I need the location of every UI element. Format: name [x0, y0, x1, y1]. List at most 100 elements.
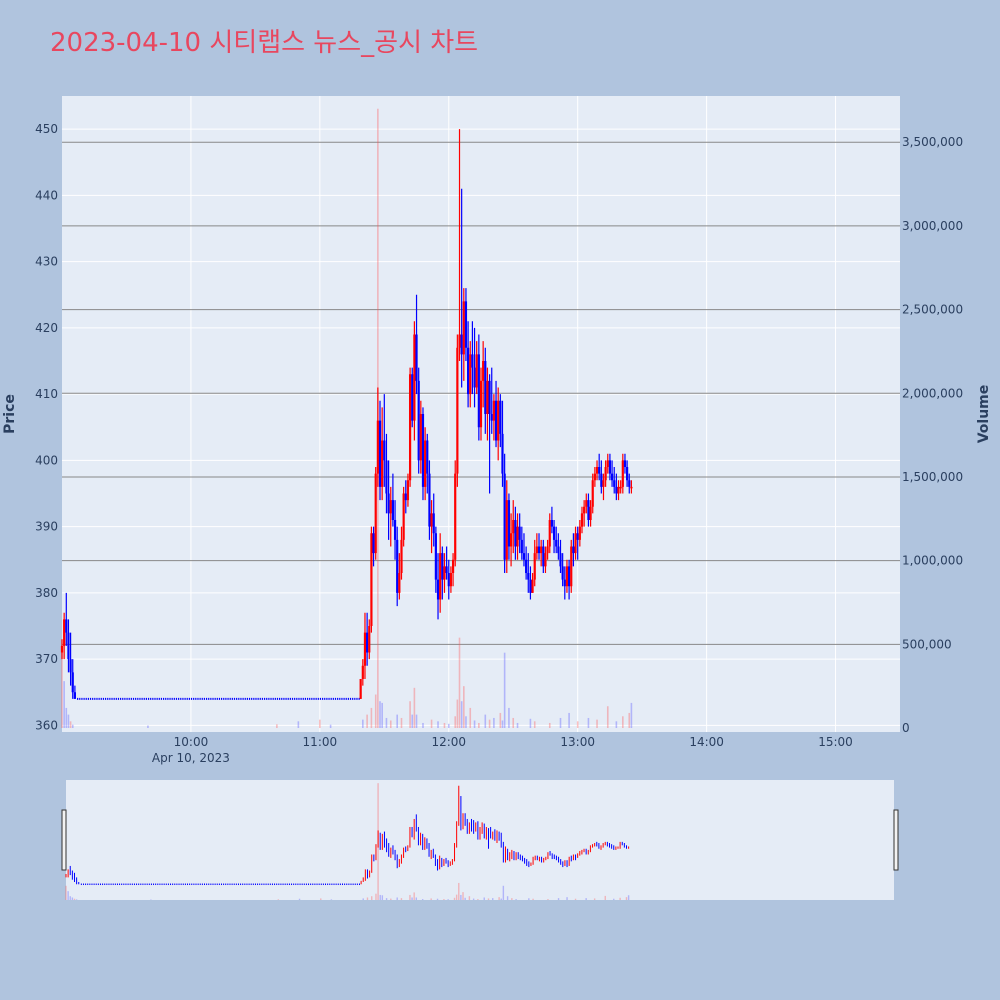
slider-volume-bar: [366, 897, 369, 900]
slider-volume-bar: [371, 896, 373, 900]
candle-body: [529, 579, 532, 593]
candle-body: [406, 480, 410, 501]
price-tick-label: 440: [35, 188, 58, 202]
volume-bar: [381, 702, 383, 728]
candle-body: [531, 579, 534, 593]
candle-body: [557, 546, 560, 554]
candle-body: [509, 533, 513, 547]
candle-body: [432, 513, 435, 534]
candle-body: [469, 354, 472, 395]
slider-handle[interactable]: [893, 809, 899, 871]
volume-bar: [630, 702, 633, 728]
candle-body: [621, 460, 624, 487]
candle-body: [486, 380, 489, 414]
candle-body: [67, 632, 70, 660]
candle-body: [559, 553, 562, 567]
candle-body: [370, 533, 373, 626]
slider-volume-bar: [625, 897, 628, 900]
candle-body: [591, 480, 594, 507]
time-tick-label: 11:00: [303, 735, 338, 749]
candle-body: [600, 473, 603, 487]
chart-title: 2023-04-10 시티랩스 뉴스_공시 차트: [50, 28, 479, 58]
candle-body: [439, 553, 442, 600]
volume-tick-label: 3,500,000: [902, 135, 963, 149]
candle-body: [451, 559, 455, 573]
volume-tick-label: 0: [902, 721, 910, 735]
slider-volume-bar: [375, 893, 377, 900]
candle-body: [71, 672, 74, 693]
candle-body: [563, 579, 566, 587]
volume-bar: [411, 714, 414, 728]
candle-body: [428, 473, 431, 527]
slider-volume-bar: [277, 899, 280, 900]
slider-volume-bar: [396, 897, 398, 900]
volume-bar: [415, 714, 418, 728]
candle-body: [361, 665, 364, 679]
slider-volume-bar: [413, 892, 415, 900]
candle-body: [387, 493, 390, 514]
slider-volume-bar: [574, 898, 577, 900]
slider-volume-bar: [415, 897, 418, 900]
slider-volume-bar: [298, 898, 301, 900]
candle-body: [419, 414, 422, 461]
volume-bar: [456, 699, 459, 728]
slider-volume-bar: [411, 897, 413, 900]
price-tick-label: 400: [35, 453, 58, 467]
slider-volume-bar: [400, 898, 403, 900]
candle-body: [424, 440, 427, 487]
candle-body: [516, 526, 519, 547]
candle-body: [555, 539, 558, 547]
candle-body: [60, 645, 64, 653]
candle-body: [378, 420, 382, 487]
slider-volume-bar: [515, 899, 517, 900]
slider-volume-bar: [566, 897, 568, 900]
candle-body: [499, 400, 502, 434]
candle-body: [385, 460, 388, 494]
volume-bar: [463, 686, 465, 728]
candle-body: [615, 486, 618, 494]
volume-bar: [622, 716, 624, 728]
candle-body: [583, 506, 586, 514]
candle-body: [484, 361, 487, 414]
volume-bar: [366, 714, 368, 728]
candle-body: [389, 500, 392, 514]
slider-volume-bar: [71, 897, 74, 900]
volume-bar: [512, 717, 515, 728]
volume-bar: [413, 687, 416, 728]
candle-body: [574, 533, 577, 554]
y-axis-label: Price: [2, 394, 18, 434]
slider-volume-bar: [453, 897, 456, 900]
candle-body: [546, 546, 549, 554]
slider-handle[interactable]: [61, 809, 67, 871]
candle-body: [604, 467, 607, 481]
candle-body: [602, 480, 605, 487]
volume-tick-label: 3,000,000: [902, 219, 963, 233]
slider-volume-bar: [385, 898, 388, 900]
slider-volume-bar: [498, 897, 500, 900]
range-slider-panel[interactable]: [61, 780, 899, 900]
candle-body: [505, 500, 508, 560]
price-tick-label: 370: [35, 652, 58, 666]
volume-bar: [147, 725, 149, 728]
volume-bar: [587, 717, 590, 728]
candle-body: [527, 573, 530, 580]
candle-body: [456, 347, 459, 474]
candle-body: [589, 506, 592, 520]
candle-body: [497, 400, 500, 441]
slider-volume-bar: [619, 897, 621, 900]
candle-body: [578, 526, 581, 540]
volume-bar: [430, 719, 433, 728]
volume-tick-label: 500,000: [902, 637, 952, 651]
candle-body: [617, 486, 620, 494]
volume-bar: [503, 652, 506, 728]
slider-volume-bar: [379, 894, 381, 900]
candle-body: [426, 440, 429, 474]
volume-tick-label: 2,500,000: [902, 303, 963, 317]
candle-body: [623, 460, 627, 467]
main-plot-panel[interactable]: 360 370 380 390 400 410 420 430 440 450 10:00 Apr 1…: [35, 96, 963, 765]
candle-body: [503, 473, 506, 560]
slider-volume-bar: [502, 885, 505, 900]
candle-body: [533, 553, 536, 580]
volume-bar: [484, 714, 487, 728]
